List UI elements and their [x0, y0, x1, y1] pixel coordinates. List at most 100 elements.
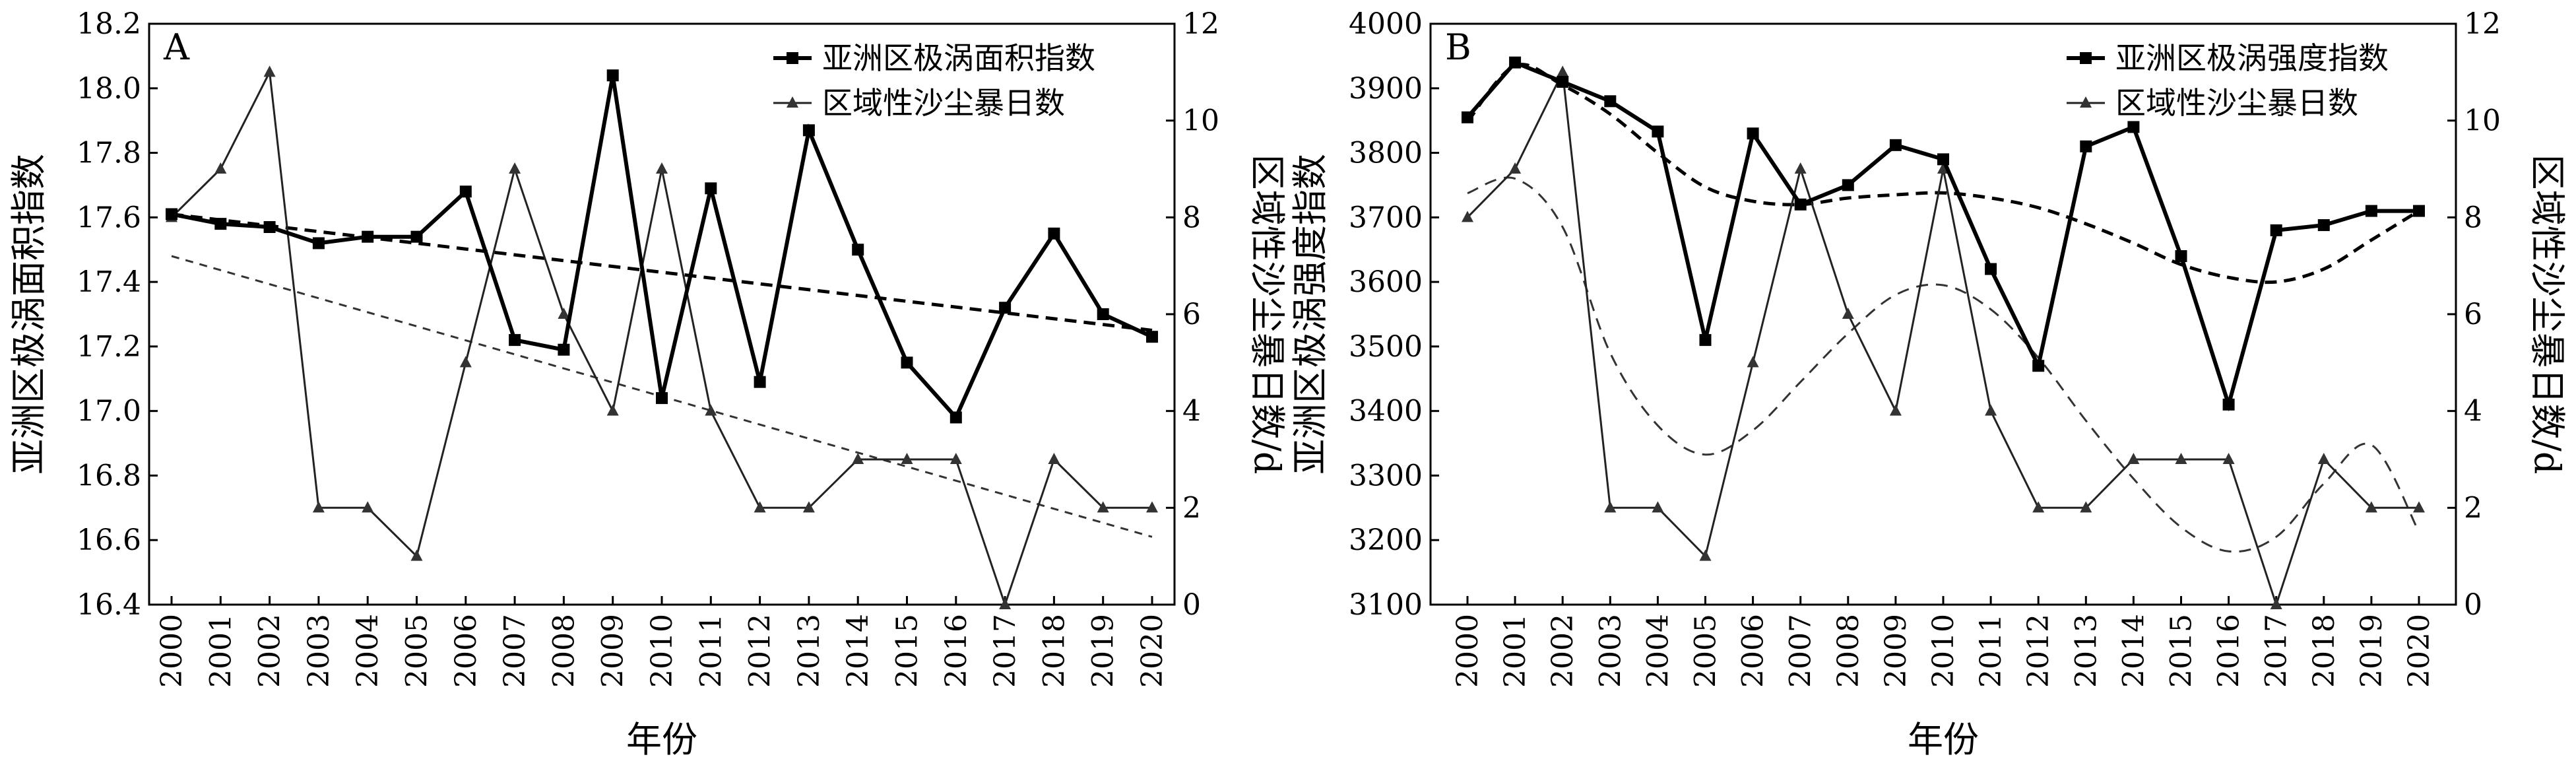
left-axis-tick-label: 18.2: [77, 7, 141, 41]
left-axis-tick-label: 3300: [1349, 459, 1423, 492]
left-axis-tick-label: 16.4: [77, 588, 141, 622]
data-point-dust-days: [1889, 404, 1902, 416]
data-point-vortex-index: [1097, 308, 1109, 320]
x-axis-tick-label: 2013: [792, 614, 826, 688]
data-point-vortex-index: [1985, 263, 1997, 275]
panel-label: A: [163, 26, 190, 68]
x-axis-tick-label: 2006: [449, 614, 483, 688]
x-axis-tick-label: 2005: [401, 614, 434, 688]
x-axis-tick-label: 2009: [596, 614, 630, 688]
x-axis-tick-label: 2006: [1737, 614, 1770, 688]
data-point-vortex-index: [166, 208, 177, 220]
right-axis-tick-label: 4: [2464, 395, 2482, 428]
right-axis-tick-label: 2: [1182, 491, 1201, 525]
data-point-dust-days: [1097, 501, 1109, 513]
x-axis-tick-label: 2007: [498, 614, 532, 688]
right-axis-tick-label: 12: [1182, 7, 1219, 41]
left-axis-tick-label: 18.0: [77, 72, 141, 106]
data-point-vortex-index: [754, 376, 766, 388]
data-point-dust-days: [802, 501, 815, 513]
data-point-dust-days: [1652, 501, 1664, 513]
data-point-vortex-index: [2175, 250, 2187, 262]
data-point-dust-days: [1604, 501, 1617, 513]
data-point-dust-days: [852, 453, 864, 464]
data-point-dust-days: [558, 308, 570, 319]
x-axis-tick-label: 2014: [841, 614, 875, 688]
x-axis-tick-label: 2012: [2022, 614, 2055, 688]
left-axis-tick-label: 16.6: [77, 523, 141, 557]
data-point-dust-days: [754, 501, 766, 513]
data-point-dust-days: [1985, 404, 1997, 416]
x-axis-tick-label: 2001: [204, 614, 238, 688]
x-axis-tick-label: 2007: [1784, 614, 1818, 688]
data-point-dust-days: [1842, 308, 1854, 319]
data-point-dust-days: [1699, 549, 1712, 561]
left-axis-tick-label: 3800: [1349, 137, 1423, 170]
right-axis-tick-label: 10: [1182, 104, 1219, 138]
x-axis-tick-label: 2016: [2212, 614, 2246, 688]
data-point-vortex-index: [802, 124, 815, 137]
right-axis-tick-label: 4: [1182, 395, 1201, 428]
data-point-vortex-index: [1462, 111, 1473, 123]
data-point-dust-days: [1747, 356, 1759, 368]
x-axis-tick-label: 2008: [1832, 614, 1865, 688]
chart-panel-b: 3100 3200 3300 3400 3500 3600 3700 3800 3900 4000…: [1289, 7, 2568, 760]
data-point-vortex-index: [1146, 331, 1158, 343]
data-point-dust-days: [1048, 453, 1060, 464]
data-point-vortex-index: [263, 221, 276, 233]
x-axis-tick-label: 2008: [547, 614, 581, 688]
x-axis-tick-label: 2017: [988, 614, 1022, 688]
data-point-dust-days: [2413, 501, 2425, 513]
x-axis-tick-label: 2004: [1641, 614, 1675, 688]
x-axis-tick-label: 2017: [2260, 614, 2294, 688]
x-axis-tick-label: 2002: [1546, 614, 1580, 688]
panel-label: B: [1445, 26, 1471, 68]
data-point-dust-days: [2317, 453, 2330, 464]
x-axis-tick-label: 2010: [645, 614, 679, 688]
left-axis-title: 亚洲区极涡面积指数: [8, 154, 49, 475]
series-line-dust-days: [1466, 69, 2419, 608]
x-axis-tick-label: 2016: [940, 614, 973, 688]
x-axis-tick-label: 2010: [1927, 614, 1960, 688]
data-point-dust-days: [1462, 211, 1473, 222]
data-point-vortex-index: [606, 69, 619, 82]
x-axis-tick-label: 2009: [1879, 614, 1913, 688]
data-point-dust-days: [1509, 162, 1522, 174]
left-axis-tick-label: 17.8: [77, 137, 141, 170]
right-axis-tick-label: 2: [2464, 491, 2482, 525]
x-axis-tick-label: 2004: [351, 614, 385, 688]
x-axis-tick-label: 2019: [2355, 614, 2389, 688]
x-axis-tick-label: 2002: [253, 614, 287, 688]
x-axis-tick-label: 2020: [2402, 614, 2436, 688]
right-axis-tick-label: 8: [1182, 201, 1201, 234]
left-axis-tick-label: 3400: [1349, 395, 1423, 428]
data-point-dust-days: [459, 356, 472, 368]
data-point-vortex-index: [1747, 127, 1759, 140]
left-axis-title: 亚洲区极涡强度指数: [1289, 154, 1331, 475]
data-point-dust-days: [2032, 501, 2045, 513]
data-point-dust-days: [362, 501, 374, 513]
left-axis-tick-label: 17.0: [77, 395, 141, 428]
data-point-vortex-index: [2365, 205, 2377, 217]
legend-label-vortex-index: 亚洲区极涡强度指数: [2115, 40, 2389, 76]
x-axis-tick-label: 2014: [2117, 614, 2150, 688]
x-axis-tick-label: 2018: [1037, 614, 1071, 688]
legend-label-dust-days: 区域性沙尘暴日数: [822, 85, 1065, 121]
x-axis-tick-label: 2003: [1594, 614, 1627, 688]
x-axis-tick-label: 2018: [2307, 614, 2341, 688]
x-axis-tick-label: 2005: [1689, 614, 1723, 688]
data-point-dust-days: [410, 549, 423, 561]
data-point-vortex-index: [2032, 360, 2045, 372]
legend-marker-square: [2080, 52, 2092, 64]
x-axis-tick-label: 2015: [2165, 614, 2199, 688]
data-point-dust-days: [1794, 162, 1807, 174]
data-point-dust-days: [2222, 453, 2235, 464]
x-axis-tick-label: 2000: [1451, 614, 1485, 688]
x-axis-tick-label: 2001: [1498, 614, 1532, 688]
x-axis-tick-label: 2015: [891, 614, 924, 688]
x-axis-tick-label: 2020: [1136, 614, 1169, 688]
right-axis-tick-label: 0: [2464, 588, 2482, 622]
x-axis-tick-label: 2000: [155, 614, 189, 688]
left-axis-tick-label: 3600: [1349, 265, 1423, 299]
